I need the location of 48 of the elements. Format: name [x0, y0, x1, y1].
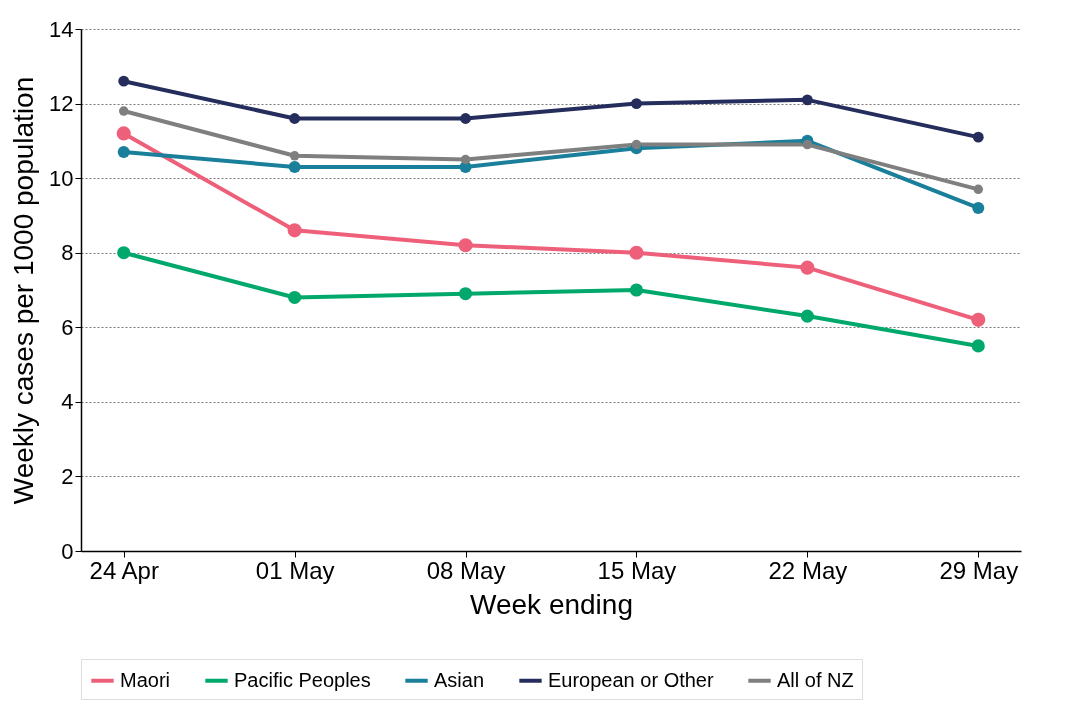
point — [289, 113, 301, 124]
y-tick-label: 10 — [49, 165, 74, 191]
x-tick-label: 29 May — [939, 556, 1019, 584]
point — [458, 238, 473, 253]
point — [629, 245, 644, 260]
x-tick-label: 08 May — [426, 556, 506, 584]
y-tick-label: 8 — [61, 240, 74, 266]
point — [972, 131, 984, 143]
x-tick-label: 24 Apr — [89, 556, 159, 584]
point — [800, 260, 815, 275]
y-tick-label: 14 — [49, 16, 74, 42]
legend-label: Pacific Peoples — [234, 668, 371, 691]
point — [288, 290, 302, 305]
point — [972, 201, 985, 214]
legend-label: European or Other — [548, 668, 714, 691]
point — [118, 106, 129, 116]
point — [458, 287, 473, 301]
point — [801, 94, 813, 106]
x-tick-label: 15 May — [597, 556, 677, 584]
y-tick-label: 4 — [61, 389, 74, 415]
y-axis-title: Weekly cases per 1000 population — [8, 76, 40, 505]
legend-label: Asian — [434, 668, 485, 691]
legend-label: All of NZ — [777, 668, 854, 691]
point — [117, 146, 130, 159]
x-tick-label: 01 May — [255, 556, 335, 584]
point — [631, 98, 642, 109]
point — [287, 223, 302, 238]
point — [629, 283, 644, 297]
point — [802, 139, 813, 150]
x-axis-title: Week ending — [470, 588, 633, 620]
point — [971, 339, 985, 353]
y-tick-label: 12 — [49, 91, 74, 117]
point — [460, 154, 471, 165]
point — [971, 312, 986, 327]
y-tick-label: 0 — [61, 538, 74, 564]
point — [973, 184, 984, 195]
point — [117, 246, 131, 260]
x-tick-label: 22 May — [768, 556, 848, 584]
y-tick-label: 2 — [61, 463, 74, 489]
point — [288, 160, 301, 173]
point — [116, 126, 131, 141]
legend-label: Maori — [120, 668, 171, 691]
point — [118, 75, 130, 87]
point — [631, 139, 642, 150]
point — [289, 151, 300, 161]
point — [800, 309, 814, 323]
point — [460, 113, 471, 124]
y-tick-label: 6 — [61, 314, 74, 340]
